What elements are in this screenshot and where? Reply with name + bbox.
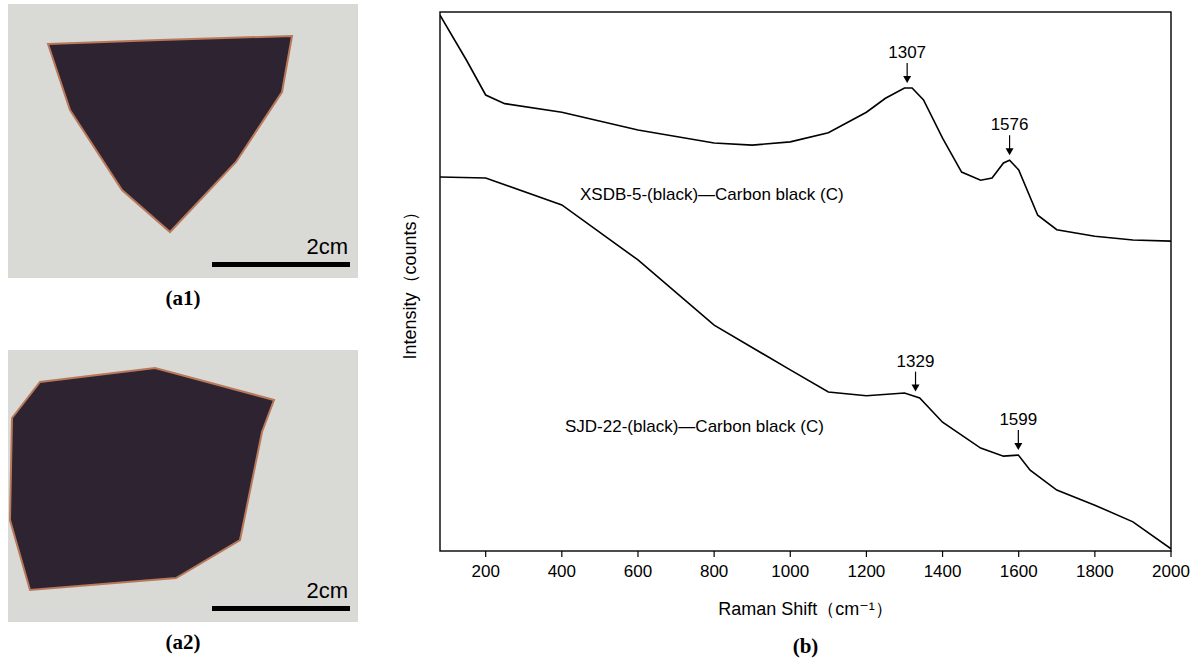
panel-label: (b) (793, 634, 819, 658)
x-tick-label: 2000 (1152, 562, 1190, 581)
x-tick-label: 1000 (771, 562, 809, 581)
peak-annotation: 1599 (999, 410, 1037, 450)
plot-frame (440, 12, 1171, 551)
scale-bar (212, 606, 350, 611)
spectrum-line (440, 15, 1171, 241)
spectrum-line (440, 177, 1171, 549)
x-tick-label: 400 (548, 562, 576, 581)
x-tick (790, 551, 791, 557)
x-tick-label: 200 (472, 562, 500, 581)
sherd (10, 368, 274, 590)
panel-label: (a2) (166, 630, 201, 654)
figure: 2cm (a1) 2cm (a2) 200 400 600 800 1000 1200 1400 16… (0, 0, 1204, 666)
peak-label: 1307 (888, 43, 926, 62)
x-tick (1170, 551, 1171, 557)
peak-annotation: 1329 (897, 352, 935, 392)
arrow-head (1006, 148, 1014, 155)
x-tick (714, 551, 715, 557)
photo-panel: 2cm (a2) (8, 350, 358, 654)
x-tick (942, 551, 943, 557)
series-label: SJD-22-(black)—Carbon black (C) (565, 417, 824, 436)
x-tick-label: 1600 (1000, 562, 1038, 581)
x-tick (1094, 551, 1095, 557)
x-tick-label: 1400 (924, 562, 962, 581)
x-tick (1018, 551, 1019, 557)
peak-annotation: 1307 (888, 43, 926, 83)
x-tick-label: 1800 (1076, 562, 1114, 581)
photo-background (8, 350, 358, 622)
peak-label: 1329 (897, 352, 935, 371)
annotation-arrow (915, 372, 916, 387)
scale-bar (212, 262, 350, 267)
scale-bar-label: 2cm (306, 234, 348, 259)
x-tick-label: 600 (624, 562, 652, 581)
series-label: XSDB-5-(black)—Carbon black (C) (580, 185, 844, 204)
arrow-head (903, 76, 911, 83)
panel-label: (a1) (166, 286, 201, 310)
annotation-arrow (907, 63, 908, 78)
photo-panel: 2cm (a1) (8, 4, 358, 310)
arrow-head (1014, 443, 1022, 450)
x-axis-title: Raman Shift（cm⁻¹） (718, 599, 893, 619)
x-tick-label: 1200 (848, 562, 886, 581)
peak-annotation: 1576 (991, 115, 1029, 155)
arrow-head (912, 385, 920, 392)
x-tick-label: 800 (700, 562, 728, 581)
x-tick (485, 551, 486, 557)
photo-background (8, 4, 358, 278)
peak-label: 1599 (999, 410, 1037, 429)
x-tick (866, 551, 867, 557)
sherd (48, 36, 292, 232)
plot-lines (440, 15, 1171, 549)
x-tick (637, 551, 638, 557)
scale-bar-label: 2cm (306, 578, 348, 603)
annotation-arrow (1009, 135, 1010, 150)
peak-label: 1576 (991, 115, 1029, 134)
annotation-arrow (1018, 430, 1019, 445)
x-tick (561, 551, 562, 557)
y-axis-title: Intensity（counts） (400, 203, 420, 359)
